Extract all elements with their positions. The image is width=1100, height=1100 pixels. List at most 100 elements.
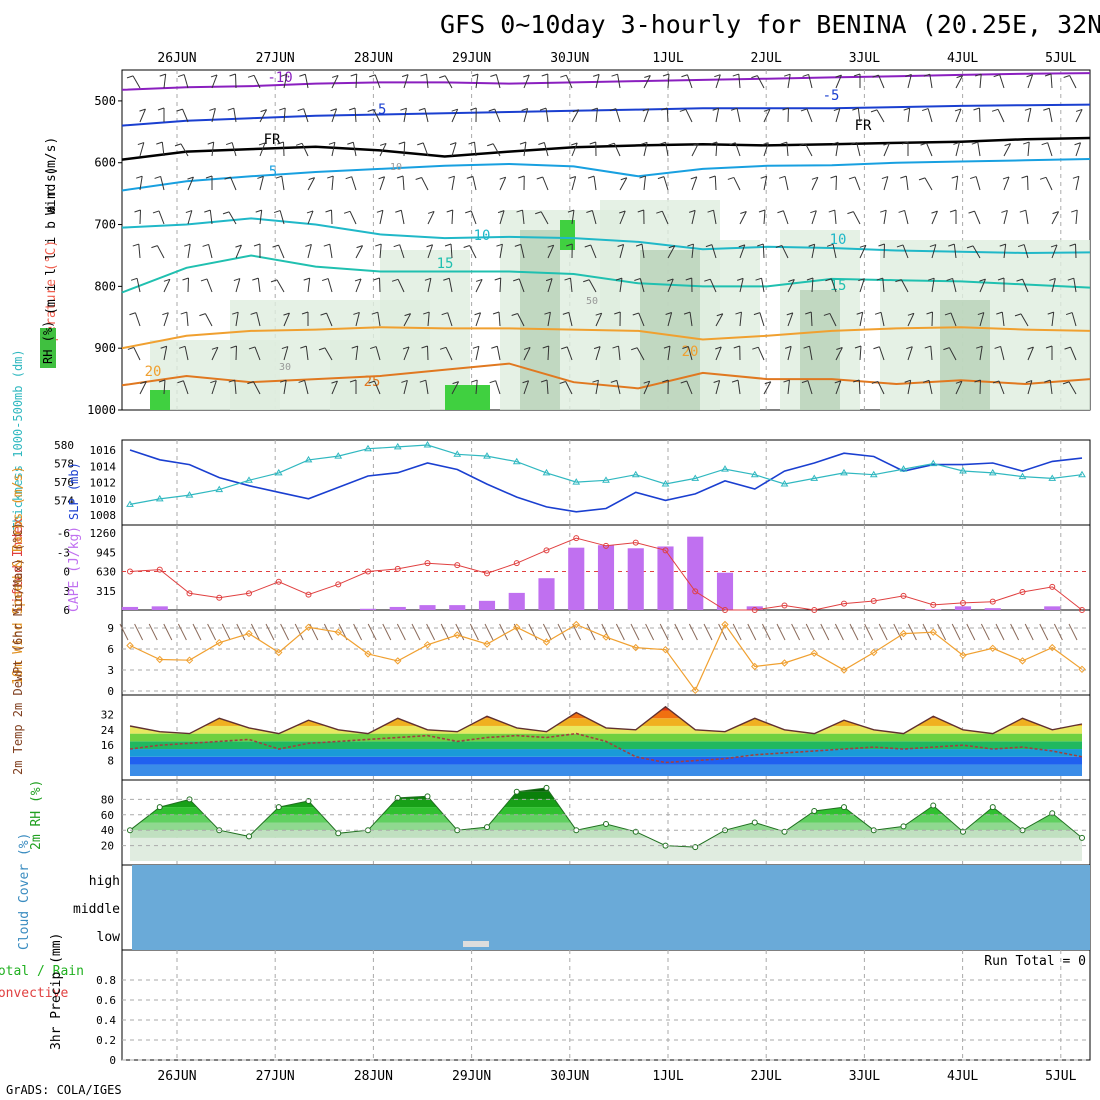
wind-barb — [613, 143, 621, 157]
wind-barb-flag — [680, 380, 687, 384]
wind-barb-flag — [247, 74, 255, 78]
top-day-label: 3JUL — [849, 51, 880, 66]
wind-barb-flag — [1064, 346, 1071, 350]
wind-barb-flag — [571, 142, 578, 146]
rh-tick: 80 — [101, 793, 114, 806]
rh-marker — [751, 819, 758, 826]
surface-wind-barb — [878, 623, 888, 641]
wind-barb-flag — [323, 243, 330, 247]
wind-barb-flag — [830, 175, 837, 179]
wind-barb-flag — [471, 73, 479, 77]
contour-label: FR — [855, 118, 872, 134]
wind-speed-marker — [542, 638, 551, 646]
wind-barb — [496, 346, 501, 361]
wind-barb — [832, 244, 837, 259]
wind-barb-flag — [1025, 380, 1033, 384]
wind-barb — [979, 346, 983, 361]
surface-wind-barb — [834, 623, 844, 641]
wind-barb — [379, 244, 382, 259]
precip-total-label: Total / Rain — [0, 964, 84, 979]
wind-barb-flag — [130, 277, 138, 281]
wind-barb — [1003, 210, 1008, 225]
surface-wind-barb — [207, 623, 217, 641]
wind-barb — [1027, 108, 1032, 123]
wind-barb-flag — [714, 74, 721, 78]
wind-barb-flag — [583, 279, 590, 283]
wind-barb-flag — [615, 277, 623, 281]
wind-barb-flag — [762, 142, 769, 146]
wind-barb — [495, 380, 501, 395]
wind-barb — [952, 278, 957, 293]
wind-barb — [374, 74, 381, 89]
wind-speed-marker — [334, 628, 342, 636]
surface-wind-barb — [864, 623, 874, 641]
rh-shading-dark — [520, 230, 560, 410]
precip-ylabel: 3hr Precip (mm) — [49, 933, 64, 1050]
wind-barb — [402, 175, 405, 191]
wind-speed-line — [129, 623, 1083, 692]
wind-barb — [276, 279, 285, 293]
thickness-marker — [185, 491, 194, 498]
wind-barb-flag — [683, 311, 691, 315]
wind-barb — [618, 346, 621, 361]
wind-barb — [595, 380, 599, 395]
wind-barb-flag — [230, 345, 237, 349]
cape-bar — [508, 592, 525, 610]
wind-barb — [278, 244, 285, 259]
wind-barb — [714, 175, 717, 191]
wind-barb-flag — [810, 210, 817, 214]
wind-barb-flag — [727, 176, 735, 180]
wind-barb-flag — [468, 141, 475, 145]
wind-barb — [354, 107, 357, 123]
wind-barb-flag — [258, 142, 266, 146]
wind-speed-marker — [304, 623, 313, 632]
pressure-tick: 1000 — [87, 403, 116, 417]
wind-barb — [763, 109, 771, 123]
wind-barb-flag — [906, 346, 913, 350]
wind-barb — [786, 142, 789, 157]
wind-barb-flag — [157, 107, 165, 111]
thickness-tick: 576 — [54, 476, 74, 489]
wind-barb-flag — [415, 177, 422, 181]
wind-barb — [211, 347, 219, 361]
wind-barb — [547, 345, 550, 361]
wind-barb-flag — [439, 75, 446, 79]
wind-barb — [1073, 278, 1077, 293]
wind-barb — [711, 244, 717, 259]
wind-barb — [691, 176, 698, 191]
rh-saturated — [560, 220, 575, 250]
wind-barb — [475, 279, 483, 293]
wind-barb-flag — [318, 347, 326, 351]
wind-barb-flag — [900, 175, 907, 179]
wind-barb-flag — [345, 176, 352, 180]
temp-band — [130, 706, 1082, 711]
wind-barb-flag — [1044, 73, 1052, 77]
wind-barb — [924, 177, 933, 191]
cape-bar — [449, 605, 466, 610]
wind-barb — [451, 176, 455, 191]
wind-barb — [281, 176, 285, 191]
wind-barb-flag — [733, 345, 740, 349]
wind-barb — [835, 74, 842, 89]
wind-barb-flag — [740, 211, 747, 215]
wind-barb — [424, 108, 429, 123]
top-day-label: 28JUN — [354, 51, 393, 66]
wind-barb-flag — [542, 345, 549, 349]
wind-barb-flag — [539, 107, 547, 111]
wind-barb — [256, 312, 261, 327]
wind-barb — [616, 380, 621, 395]
wind-barb — [665, 142, 669, 157]
thickness-marker — [929, 459, 938, 467]
wind-barb-flag — [876, 277, 883, 281]
wind-barb — [808, 74, 813, 89]
temp-band — [130, 710, 1082, 719]
wind-barb-flag — [881, 176, 889, 180]
wind-barb — [331, 176, 334, 191]
wind-speed-marker — [661, 645, 670, 654]
rh-band — [130, 799, 1082, 808]
wind-barb — [759, 312, 765, 327]
surface-wind-barb — [294, 623, 304, 641]
wind-barb — [811, 277, 814, 293]
wind-barb-flag — [391, 278, 399, 282]
wind-barb-flag — [151, 245, 158, 249]
